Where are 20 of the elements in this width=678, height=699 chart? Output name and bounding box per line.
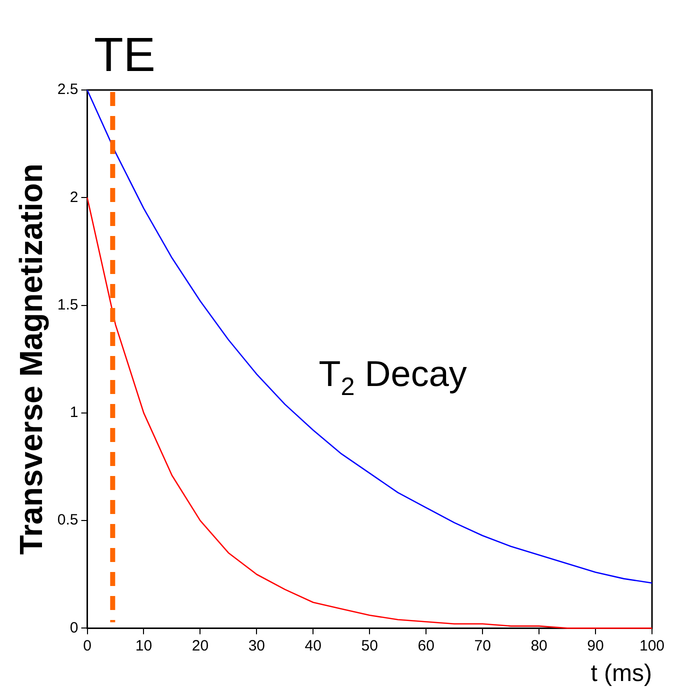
y-tick-label: 0.5 [57, 512, 78, 529]
y-tick-label: 2 [70, 188, 78, 206]
x-tick-label: 80 [530, 637, 548, 654]
x-tick-label: 100 [639, 637, 665, 654]
y-tick-label: 2.5 [57, 81, 78, 98]
x-tick-label: 0 [83, 637, 92, 654]
x-tick-label: 90 [587, 637, 604, 654]
ref-line-label: TE [94, 29, 156, 82]
x-tick-label: 30 [248, 637, 266, 654]
x-tick-label: 40 [304, 637, 322, 654]
x-tick-label: 70 [474, 637, 491, 654]
x-axis-title: t (ms) [590, 660, 652, 688]
x-tick-label: 10 [135, 637, 152, 654]
x-tick-label: 50 [361, 637, 378, 654]
y-axis-title: Transverse Magnetization [13, 163, 50, 555]
x-tick-label: 60 [418, 637, 434, 654]
y-tick-label: 0 [70, 619, 78, 636]
x-tick-label: 20 [192, 637, 209, 654]
y-tick-label: 1 [70, 404, 78, 422]
y-tick-label: 1.5 [57, 296, 78, 314]
